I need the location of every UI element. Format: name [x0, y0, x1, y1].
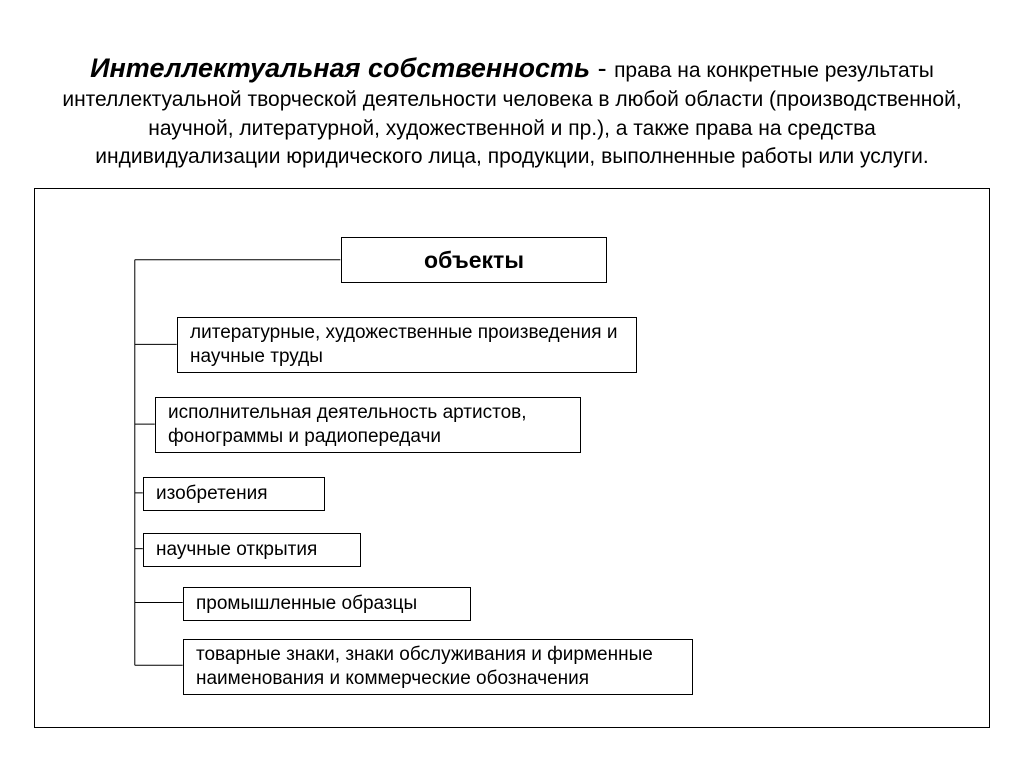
object-item: изобретения [143, 477, 325, 511]
object-item: научные открытия [143, 533, 361, 567]
object-item: литературные, художественные произведени… [177, 317, 637, 373]
heading-block: Интеллектуальная собственность - права н… [60, 50, 964, 171]
term: Интеллектуальная собственность [90, 53, 590, 83]
objects-header: объекты [341, 237, 607, 283]
dash: - [590, 53, 614, 83]
object-item: промышленные образцы [183, 587, 471, 621]
definition-first-line: права на конкретные результаты [614, 59, 934, 82]
object-item: товарные знаки, знаки обслуживания и фир… [183, 639, 693, 695]
object-item: исполнительная деятельность артистов, фо… [155, 397, 581, 453]
diagram: объекты литературные, художественные прои… [35, 189, 989, 727]
diagram-frame: объекты литературные, художественные прои… [34, 188, 990, 728]
definition-rest: интеллектуальной творческой деятельности… [62, 88, 961, 168]
